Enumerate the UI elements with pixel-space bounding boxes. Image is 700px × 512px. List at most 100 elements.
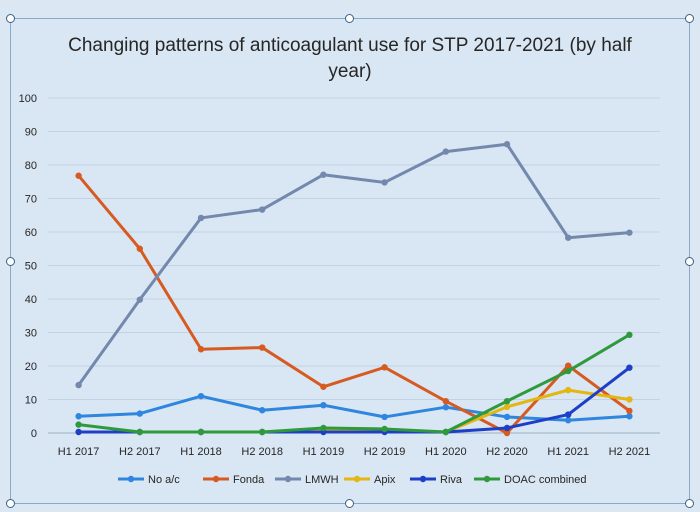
legend-marker — [212, 475, 220, 483]
data-point — [259, 407, 266, 414]
legend-label: LMWH — [305, 474, 339, 486]
data-point — [75, 428, 82, 436]
x-tick-label: H2 2018 — [241, 446, 283, 458]
chart-title-line-2: year) — [328, 61, 371, 82]
data-point — [565, 386, 572, 394]
y-tick-label: 80 — [25, 160, 37, 172]
y-tick-label: 0 — [31, 428, 37, 440]
data-point — [565, 417, 572, 424]
legend-label: Apix — [374, 474, 396, 486]
y-tick-label: 70 — [25, 194, 37, 206]
series-line — [77, 394, 631, 422]
data-point — [503, 397, 511, 405]
y-tick-label: 10 — [25, 395, 37, 407]
gridlines — [48, 97, 660, 434]
legend-marker — [419, 475, 427, 483]
legend-item: Riva — [410, 474, 463, 486]
data-point — [503, 403, 511, 411]
resize-handle-middle-left[interactable] — [6, 257, 15, 266]
data-point — [626, 229, 633, 236]
x-tick-label: H1 2021 — [547, 446, 589, 458]
x-tick-label: H1 2018 — [180, 446, 222, 458]
data-point — [381, 364, 388, 371]
legend-label: DOAC combined — [504, 474, 587, 486]
legend: No a/c Fonda LMWH Apix Riva DOAC combined — [118, 474, 587, 486]
x-tick-label: H1 2019 — [303, 446, 345, 458]
series-line — [77, 142, 631, 387]
data-point — [503, 141, 511, 148]
y-tick-label: 50 — [25, 261, 37, 273]
data-point — [503, 424, 511, 432]
data-point — [136, 296, 143, 303]
data-point — [259, 344, 266, 351]
legend-label: No a/c — [148, 474, 180, 486]
resize-handle-middle-right[interactable] — [685, 257, 694, 266]
data-point — [75, 413, 82, 420]
series-line — [77, 333, 631, 434]
y-tick-label: 90 — [25, 127, 37, 139]
data-point — [259, 206, 266, 213]
data-point — [442, 397, 449, 405]
data-point — [259, 428, 266, 436]
chart-area — [10, 18, 690, 504]
data-point — [136, 245, 143, 252]
data-point — [136, 410, 143, 417]
resize-handle-top-middle[interactable] — [345, 14, 354, 23]
data-point — [75, 421, 82, 428]
y-tick-label: 30 — [25, 328, 37, 340]
x-tick-label: H1 2017 — [58, 446, 100, 458]
data-point — [75, 381, 82, 389]
resize-handle-top-right[interactable] — [685, 14, 694, 23]
x-tick-label: H2 2017 — [119, 446, 161, 458]
data-point — [565, 411, 572, 418]
data-point — [442, 148, 449, 155]
x-tick-label: H1 2020 — [425, 446, 467, 458]
series-doac-combined — [75, 331, 633, 436]
data-point — [626, 407, 633, 415]
x-tick-label: H2 2019 — [364, 446, 406, 458]
data-point — [442, 428, 449, 436]
resize-handle-top-left[interactable] — [6, 14, 15, 23]
y-axis: 0 10 20 30 40 50 60 70 80 90 100 — [19, 93, 37, 440]
y-tick-label: 60 — [25, 227, 37, 239]
data-point — [197, 214, 205, 222]
legend-item: Fonda — [203, 474, 265, 486]
legend-marker — [483, 475, 491, 483]
data-point — [197, 346, 205, 353]
legend-item: DOAC combined — [474, 474, 587, 486]
data-point — [320, 401, 327, 409]
resize-handle-bottom-right[interactable] — [685, 499, 694, 508]
legend-marker — [284, 475, 292, 483]
series-no-a-c — [75, 392, 633, 424]
y-tick-label: 100 — [19, 93, 37, 105]
data-point — [442, 404, 449, 411]
legend-item: No a/c — [118, 474, 180, 486]
legend-marker — [127, 475, 135, 483]
data-point — [136, 428, 143, 436]
data-point — [626, 364, 633, 371]
data-point — [503, 413, 511, 421]
series-lmwh — [75, 141, 633, 389]
x-tick-label: H2 2020 — [486, 446, 528, 458]
plot-series — [75, 141, 633, 437]
data-point — [320, 171, 327, 178]
data-point — [75, 172, 82, 179]
data-point — [565, 234, 572, 241]
x-tick-label: H2 2021 — [609, 446, 651, 458]
series-line — [77, 174, 631, 435]
data-point — [626, 396, 633, 403]
legend-label: Fonda — [233, 474, 265, 486]
legend-marker — [353, 475, 361, 483]
data-point — [197, 392, 205, 400]
data-point — [503, 429, 511, 437]
resize-handle-bottom-left[interactable] — [6, 499, 15, 508]
data-point — [381, 425, 388, 433]
y-tick-label: 20 — [25, 361, 37, 373]
resize-handle-bottom-middle[interactable] — [345, 499, 354, 508]
x-axis: H1 2017 H2 2017 H1 2018 H2 2018 H1 2019 H2 20… — [58, 446, 650, 458]
data-point — [565, 367, 572, 375]
data-point — [381, 179, 388, 186]
data-point — [320, 424, 327, 432]
data-point — [565, 362, 572, 369]
